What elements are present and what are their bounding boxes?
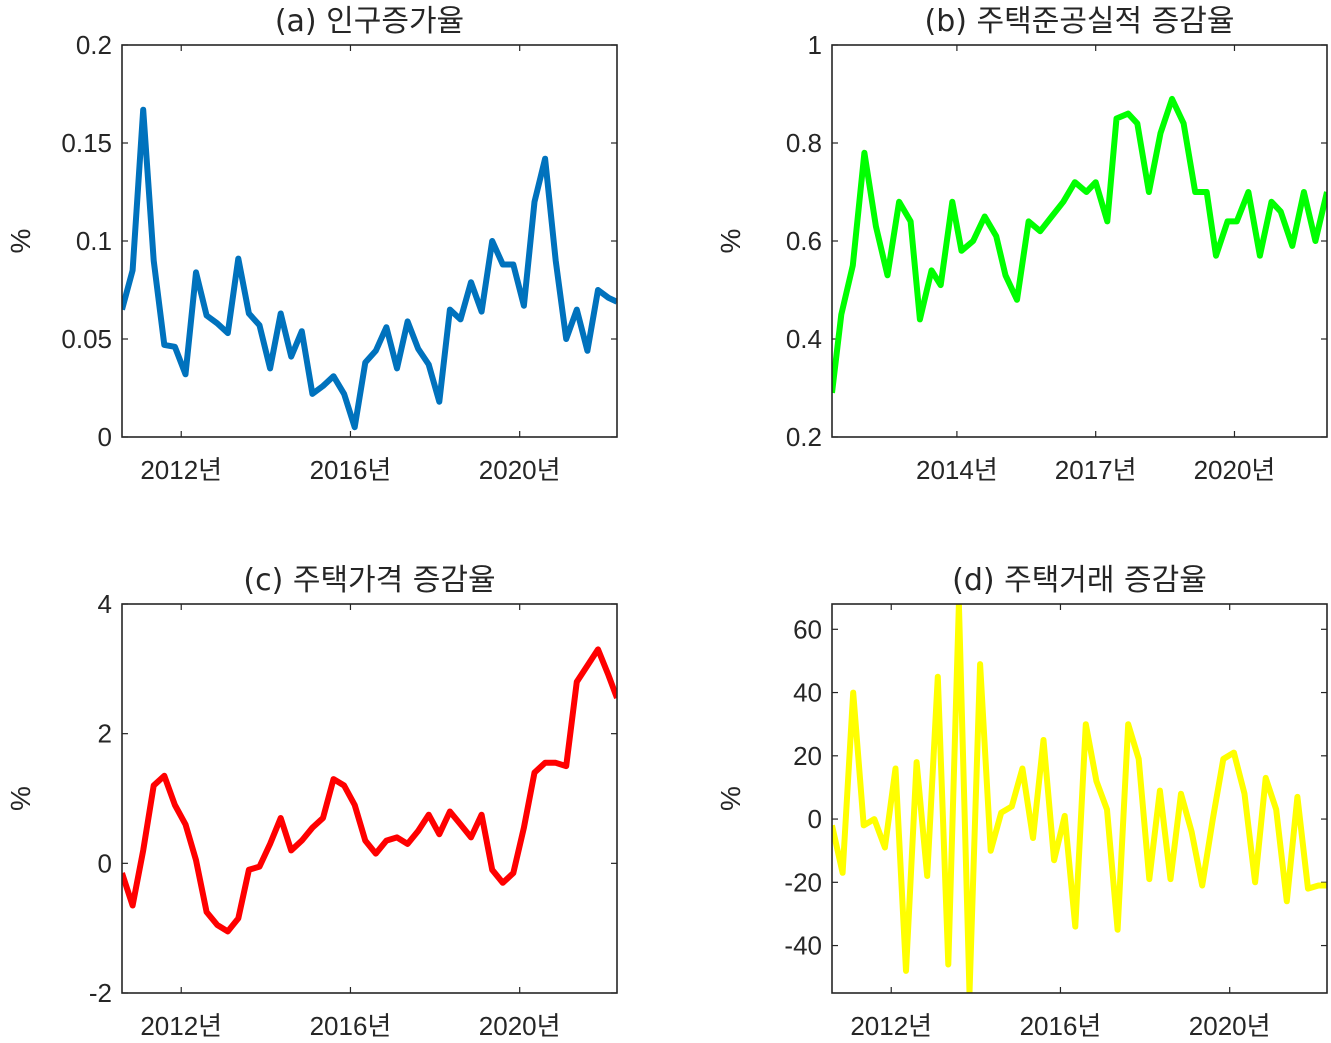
plot-frame (121, 603, 618, 994)
x-tick-label: 2020년 (479, 455, 561, 485)
x-tick-label: 2014년 (916, 455, 998, 485)
y-tick-label: 0.15 (61, 128, 112, 158)
y-tick-label: 0 (808, 804, 822, 834)
y-tick-label: 1 (808, 30, 822, 60)
series-line (122, 646, 617, 935)
x-tick-label: 2012년 (140, 1011, 222, 1041)
panel-c: (c) 주택가격 증감율% -2 0 2 4 2012년 2016년 2020년 (5, 563, 618, 1041)
panel-d: (d) 주택거래 증감율% -40 -20 0 20 40 60 2012년 2016년 2020… (715, 563, 1328, 1041)
y-tick-label: 0 (98, 848, 112, 878)
y-tick-label: 60 (793, 614, 822, 644)
y-tick-label: 0.8 (786, 128, 822, 158)
y-tick-label: -20 (784, 867, 822, 897)
y-tick-label: 0.6 (786, 226, 822, 256)
y-axis-label: % (5, 786, 36, 811)
chart-title: (a) 인구증가율 (275, 4, 464, 39)
x-tick-label: 2012년 (850, 1011, 932, 1041)
x-tick-label: 2016년 (310, 455, 392, 485)
x-tick-label: 2020년 (1194, 455, 1276, 485)
x-tick-label: 2020년 (479, 1011, 561, 1041)
y-tick-label: 0 (98, 422, 112, 452)
y-tick-label: 0.2 (76, 30, 112, 60)
x-tick-label: 2016년 (1020, 1011, 1102, 1041)
y-tick-label: -40 (784, 931, 822, 961)
y-tick-label: 20 (793, 741, 822, 771)
y-axis-label: % (715, 229, 746, 254)
y-axis-label: % (715, 786, 746, 811)
panel-b: (b) 주택준공실적 증감율% 0.2 0.4 0.6 0.8 1 2014년 2017년 20… (715, 4, 1328, 485)
plot-frame (831, 603, 1328, 994)
y-tick-label: -2 (89, 978, 112, 1008)
y-tick-label: 0.05 (61, 324, 112, 354)
y-tick-label: 0.2 (786, 422, 822, 452)
y-tick-label: 40 (793, 678, 822, 708)
plot-frame (121, 44, 618, 438)
x-tick-label: 2016년 (310, 1011, 392, 1041)
y-tick-label: 2 (98, 719, 112, 749)
chart-title: (b) 주택준공실적 증감율 (925, 4, 1235, 39)
plot-frame (831, 44, 1328, 438)
y-tick-label: 4 (98, 589, 112, 619)
y-axis-label: % (5, 229, 36, 254)
chart-title: (c) 주택가격 증감율 (243, 563, 495, 598)
x-tick-label: 2017년 (1055, 455, 1137, 485)
panel-a: (a) 인구증가율% 0 0.05 0.1 0.15 0.2 2012년 2016년 2020년 (5, 4, 618, 485)
series-line (832, 604, 1327, 993)
series-line (122, 106, 617, 431)
x-tick-label: 2020년 (1189, 1011, 1271, 1041)
series-line (832, 95, 1327, 394)
y-tick-label: 0.1 (76, 226, 112, 256)
chart-title: (d) 주택거래 증감율 (952, 563, 1207, 598)
x-tick-label: 2012년 (140, 455, 222, 485)
y-tick-label: 0.4 (786, 324, 822, 354)
